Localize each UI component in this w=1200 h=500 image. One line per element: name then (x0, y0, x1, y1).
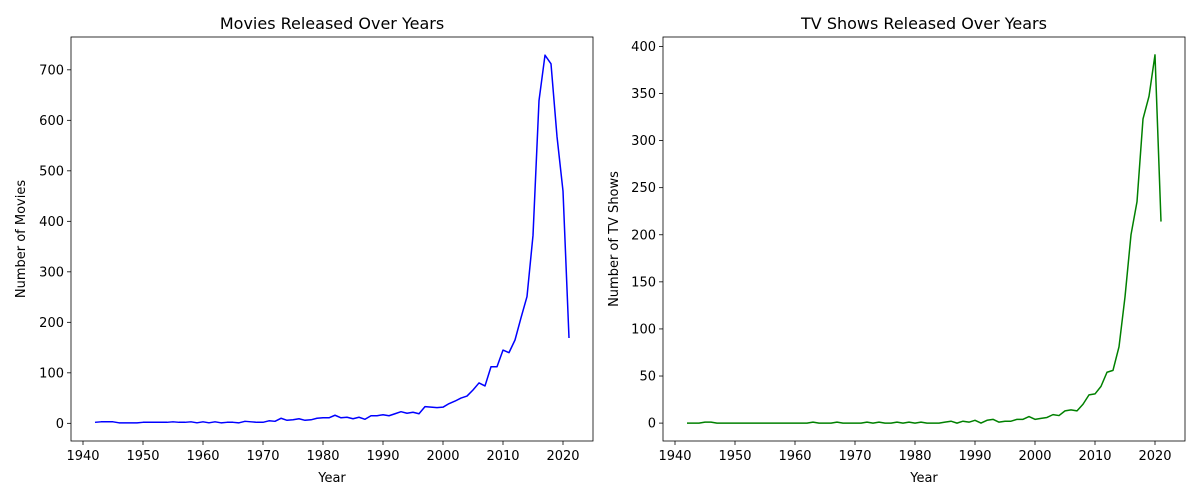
tv-shows-y-tick-label: 200 (631, 228, 656, 243)
movies-y-tick-label: 200 (39, 316, 64, 331)
tv-shows-x-tick-label: 1990 (958, 449, 991, 464)
movies-y-tick-label: 700 (39, 63, 64, 78)
movies-x-tick-label: 1940 (66, 449, 99, 464)
movies-x-tick-label: 2020 (546, 449, 579, 464)
movies-chart: Movies Released Over Years Year Number o… (14, 14, 594, 486)
tv-shows-y-tick-label: 250 (631, 181, 656, 196)
tv-shows-x-axis-label: Year (909, 471, 938, 486)
movies-y-tick-label: 400 (39, 215, 64, 230)
tv-shows-y-tick-label: 0 (648, 417, 656, 432)
tv-shows-x-tick-label: 1980 (898, 449, 931, 464)
tv-shows-y-tick-label: 400 (631, 40, 656, 55)
tv-shows-y-tick-label: 300 (631, 134, 656, 149)
movies-y-axis-label: Number of Movies (14, 180, 29, 298)
tv-shows-y-axis-label: Number of TV Shows (607, 171, 622, 307)
movies-x-axis-label: Year (317, 471, 346, 486)
movies-x-tick-label: 2000 (426, 449, 459, 464)
movies-y-tick-label: 500 (39, 164, 64, 179)
tv-shows-x-tick-label: 2020 (1138, 449, 1171, 464)
tv-shows-y-tick-label: 50 (639, 370, 656, 385)
tv-shows-x-tick-label: 1970 (838, 449, 871, 464)
movies-plot-frame (70, 36, 594, 442)
tv-shows-y-tick-label: 100 (631, 322, 656, 337)
movies-y-tick-label: 100 (39, 366, 64, 381)
tv-shows-chart: TV Shows Released Over Years Year Number… (607, 14, 1186, 486)
movies-y-tick-label: 600 (39, 114, 64, 129)
movies-chart-title: Movies Released Over Years (220, 14, 444, 33)
movies-x-tick-label: 2010 (486, 449, 519, 464)
tv-shows-x-tick-label: 2010 (1078, 449, 1111, 464)
tv-shows-series-line (687, 54, 1162, 424)
tv-shows-x-tick-label: 1940 (658, 449, 691, 464)
movies-x-tick-label: 1990 (366, 449, 399, 464)
movies-x-tick-label: 1980 (306, 449, 339, 464)
tv-shows-x-tick-label: 2000 (1018, 449, 1051, 464)
tv-shows-y-tick-label: 150 (631, 275, 656, 290)
tv-shows-x-tick-label: 1960 (778, 449, 811, 464)
tv-shows-y-tick-label: 350 (631, 87, 656, 102)
movies-x-tick-label: 1970 (246, 449, 279, 464)
tv-shows-plot-frame (662, 36, 1186, 442)
tv-shows-chart-title: TV Shows Released Over Years (800, 14, 1047, 33)
movies-series-line (94, 54, 570, 424)
tv-shows-x-tick-label: 1950 (718, 449, 751, 464)
movies-y-tick-label: 0 (56, 417, 64, 432)
movies-y-tick-label: 300 (39, 265, 64, 280)
movies-x-tick-label: 1950 (126, 449, 159, 464)
movies-x-tick-label: 1960 (186, 449, 219, 464)
